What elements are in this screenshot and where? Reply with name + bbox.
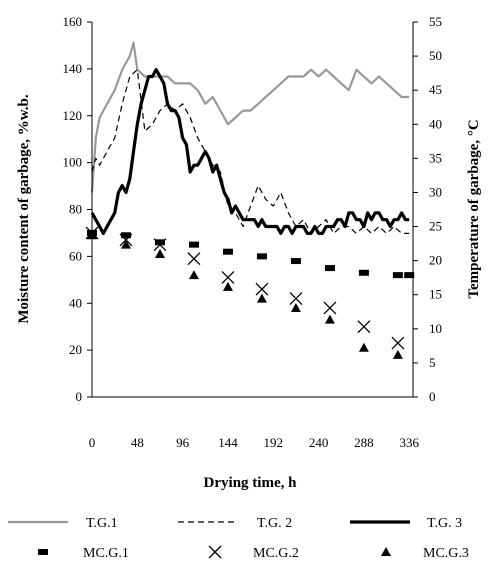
- y-axis-right-title: Temperature of garbage, °C: [466, 119, 482, 298]
- marker-mc-g-3: [324, 314, 335, 324]
- marker-mc-g-1: [392, 272, 403, 279]
- y-right-tick-label: 25: [429, 219, 442, 234]
- series-line-t-g-3: [90, 68, 410, 235]
- marker-mc-g-1: [120, 232, 131, 239]
- y-left-tick-label: 80: [69, 202, 82, 217]
- y-left-tick-label: 60: [69, 248, 82, 263]
- x-axis-title: Drying time, h: [204, 475, 298, 491]
- marker-mc-g-3: [188, 270, 199, 280]
- y-right-tick-label: 0: [429, 389, 436, 404]
- marker-mc-g-2: [391, 336, 405, 350]
- marker-mc-g-1: [154, 239, 165, 246]
- x-tick-label: 288: [354, 435, 374, 450]
- y-axis-left-title: Moisture content of garbage, %w.b.: [16, 94, 32, 324]
- legend-label: T.G.1: [86, 516, 118, 531]
- legend-label: T.G. 2: [257, 516, 292, 531]
- y-right-tick-label: 30: [429, 184, 442, 199]
- marker-mc-g-1: [324, 265, 335, 272]
- marker-mc-g-1: [222, 248, 233, 255]
- x-tick-label: 240: [309, 435, 329, 450]
- marker-mc-g-3: [290, 302, 301, 312]
- marker-mc-g-2: [187, 252, 201, 266]
- axes-layer: 0 20 40 60 80 100 120 140 160 0 5 10 15 20 25 30 35 40 45 5…: [63, 14, 443, 450]
- marker-mc-g-1: [256, 253, 267, 260]
- marker-mc-g-3: [120, 239, 131, 249]
- y-left-tick-label: 20: [69, 342, 82, 357]
- y-right-tick-label: 50: [429, 48, 442, 63]
- legend-marker: [38, 549, 48, 555]
- marker-mc-g-3: [222, 281, 233, 291]
- x-tick-label: 144: [218, 435, 238, 450]
- marker-mc-g-3: [256, 293, 267, 303]
- marker-mc-g-3: [358, 342, 369, 352]
- y-left-tick-label: 0: [76, 389, 83, 404]
- legend-label: T.G. 3: [427, 516, 462, 531]
- y-right-tick-label: 20: [429, 253, 442, 268]
- marker-mc-g-3: [154, 249, 165, 259]
- marker-mc-g-1: [188, 241, 199, 248]
- marker-mc-g-2: [289, 292, 303, 306]
- marker-mc-g-1: [290, 258, 301, 265]
- marker-layer: [85, 226, 415, 359]
- marker-mc-g-3: [392, 349, 403, 359]
- y-left-tick-label: 140: [63, 61, 83, 76]
- x-tick-label: 96: [176, 435, 190, 450]
- marker-mc-g-1: [358, 269, 369, 276]
- y-right-tick-label: 5: [429, 355, 436, 370]
- y-right-tick-label: 10: [429, 321, 442, 336]
- x-tick-label: 0: [89, 435, 96, 450]
- legend: T.G.1 T.G. 2 T.G. 3 MC.G.1 MC.G.2 MC.G.3: [8, 516, 469, 561]
- x-tick-label: 336: [399, 435, 419, 450]
- series-line-t-g-2: [91, 69, 410, 234]
- legend-label: MC.G.1: [83, 546, 129, 561]
- x-tick-label: 192: [264, 435, 284, 450]
- marker-mc-g-2: [255, 282, 269, 296]
- y-right-tick-label: 35: [429, 150, 442, 165]
- marker-mc-g-2: [357, 320, 371, 334]
- marker-mc-g-1: [404, 272, 415, 279]
- marker-mc-g-2: [221, 271, 235, 284]
- y-right-tick-label: 40: [429, 116, 442, 131]
- y-left-tick-label: 40: [69, 295, 82, 310]
- legend-label: MC.G.3: [423, 546, 469, 561]
- marker-mc-g-2: [153, 238, 167, 252]
- x-tick-label: 48: [131, 435, 144, 450]
- y-right-tick-label: 15: [429, 287, 442, 302]
- legend-label: MC.G.2: [253, 546, 299, 561]
- marker-mc-g-2: [323, 301, 337, 315]
- y-left-tick-label: 120: [63, 108, 83, 123]
- series-layer: [90, 41, 410, 235]
- y-left-tick-label: 100: [63, 155, 83, 170]
- y-left-tick-label: 160: [63, 14, 83, 29]
- series-line-t-g-1: [90, 41, 410, 193]
- y-right-tick-label: 55: [429, 14, 442, 29]
- legend-marker: [381, 547, 391, 556]
- legend-marker: [208, 545, 222, 559]
- y-right-tick-label: 45: [429, 82, 442, 97]
